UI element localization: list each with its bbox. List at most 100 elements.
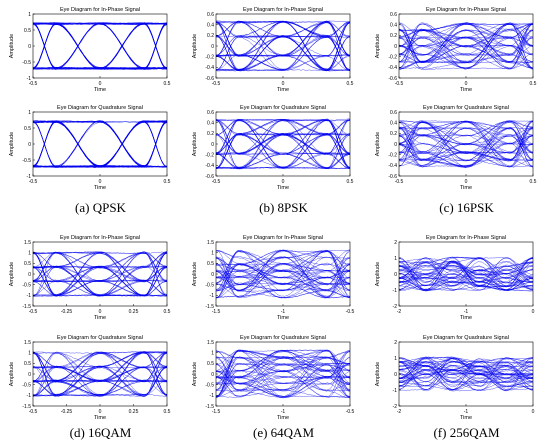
- y-axis-label: Amplitude: [192, 362, 198, 386]
- panel-title: Eye Diagram for In-Phase Signal: [426, 7, 506, 13]
- x-tick-label: -1: [464, 309, 469, 315]
- x-axis-label: Time: [94, 87, 106, 93]
- y-tick-label: 0: [211, 44, 214, 50]
- subfigure-caption: (b) 8PSK: [259, 200, 308, 215]
- y-tick-label: 1: [28, 250, 31, 256]
- panel-title: Eye Diagram for In-Phase Signal: [426, 235, 506, 241]
- x-axis-label: Time: [94, 185, 106, 191]
- x-tick-label: -2: [397, 309, 402, 315]
- eye-traces: [216, 20, 350, 72]
- y-tick-label: 0.5: [207, 361, 214, 367]
- x-tick-label: 0.5: [164, 309, 171, 315]
- y-tick-label: -1: [27, 293, 32, 299]
- y-tick-label: 0.6: [390, 110, 397, 116]
- y-tick-label: -1.5: [22, 304, 31, 310]
- x-tick-label: 0.25: [129, 309, 139, 315]
- y-tick-label: -0.2: [388, 152, 397, 158]
- y-axis-label: Amplitude: [375, 362, 381, 386]
- x-tick-label: -0.5: [395, 179, 404, 185]
- y-tick-label: 0.5: [24, 28, 31, 34]
- y-tick-label: 0: [28, 372, 31, 378]
- panel-title: Eye Diagram for Quadrature Signal: [240, 335, 326, 341]
- subfigure-caption: (e) 64QAM: [252, 425, 314, 440]
- y-tick-label: 0: [28, 272, 31, 278]
- x-tick-label: -0.5: [29, 179, 38, 185]
- y-tick-label: -0.5: [22, 158, 31, 164]
- y-tick-label: -1: [27, 393, 32, 399]
- y-axis-label: Amplitude: [9, 34, 15, 58]
- x-tick-label: 0: [99, 309, 102, 315]
- x-tick-label: 0: [465, 81, 468, 87]
- x-tick-label: -0.5: [212, 179, 221, 185]
- y-tick-label: -2: [393, 404, 398, 410]
- x-tick-label: -0.5: [29, 81, 38, 87]
- y-tick-label: 1: [211, 350, 214, 356]
- x-tick-label: 0.5: [164, 179, 171, 185]
- y-tick-label: -1.5: [205, 304, 214, 310]
- x-axis-label: Time: [460, 415, 472, 421]
- eye-panel-3-0: -0.5 -0.25 0 0.25 0.5 -1.5 -1 -0.5 0 0.5 1 1.5 Eye D…: [9, 235, 171, 321]
- subfigure-caption: (d) 16QAM: [69, 425, 132, 440]
- y-tick-label: 0.4: [207, 120, 214, 126]
- y-tick-label: 0.2: [390, 33, 397, 39]
- x-tick-label: 0: [532, 409, 535, 415]
- eye-panel-2-0: -0.5 0 0.5 -0.6 -0.4 -0.2 0 0.2 0.4 0.6 Eye Diagra…: [375, 7, 537, 93]
- y-tick-label: -0.2: [388, 54, 397, 60]
- y-tick-label: -2: [393, 304, 398, 310]
- y-tick-label: 0: [211, 272, 214, 278]
- y-tick-label: -0.5: [22, 282, 31, 288]
- eye-panel-2-1: -0.5 0 0.5 -0.6 -0.4 -0.2 0 0.2 0.4 0.6 Eye Diagra…: [375, 105, 537, 191]
- panel-title: Eye Diagram for Quadrature Signal: [423, 105, 509, 111]
- y-tick-label: 0: [394, 272, 397, 278]
- y-tick-label: -1: [210, 393, 215, 399]
- x-axis-label: Time: [277, 87, 289, 93]
- x-tick-label: -0.5: [29, 409, 38, 415]
- eye-panel-5-0: -2 -1 0 -2 -1 0 1 2 Eye Diagram for In-Phase Sig…: [375, 235, 535, 321]
- y-tick-label: -0.4: [205, 65, 214, 71]
- y-tick-label: 1: [28, 350, 31, 356]
- x-axis-label: Time: [460, 315, 472, 321]
- eye-traces: [33, 120, 167, 168]
- y-tick-label: -1: [27, 174, 32, 180]
- y-tick-label: 1.5: [207, 240, 214, 246]
- y-tick-label: -0.5: [205, 382, 214, 388]
- eye-panel-1-1: -0.5 0 0.5 -0.6 -0.4 -0.2 0 0.2 0.4 0.6 Eye Diagra…: [192, 105, 354, 191]
- x-axis-label: Time: [277, 315, 289, 321]
- y-tick-label: 0.6: [207, 110, 214, 116]
- y-tick-label: 1.5: [24, 340, 31, 346]
- x-tick-label: -0.5: [212, 81, 221, 87]
- y-tick-label: 2: [394, 340, 397, 346]
- y-tick-label: -0.5: [22, 60, 31, 66]
- y-tick-label: -0.6: [388, 174, 397, 180]
- eye-traces: [399, 356, 533, 392]
- y-tick-label: 0.2: [390, 131, 397, 137]
- y-tick-label: 1.5: [207, 340, 214, 346]
- x-tick-label: -1: [464, 409, 469, 415]
- x-tick-label: -0.5: [395, 81, 404, 87]
- eye-traces: [399, 120, 533, 168]
- eye-panel-1-0: -0.5 0 0.5 -0.6 -0.4 -0.2 0 0.2 0.4 0.6 Eye Diagra…: [192, 7, 354, 93]
- subfigure-caption: (f) 256QAM: [433, 425, 500, 440]
- x-tick-label: 0.5: [530, 179, 537, 185]
- x-axis-label: Time: [460, 185, 472, 191]
- x-tick-label: -0.25: [61, 309, 73, 315]
- y-tick-label: 1: [394, 356, 397, 362]
- y-tick-label: 0.2: [207, 131, 214, 137]
- y-axis-label: Amplitude: [375, 132, 381, 156]
- x-tick-label: 0.5: [164, 409, 171, 415]
- y-tick-label: 0: [394, 142, 397, 148]
- panel-title: Eye Diagram for In-Phase Signal: [243, 235, 323, 241]
- y-tick-label: 0: [28, 142, 31, 148]
- subfigure-caption: (c) 16PSK: [439, 200, 494, 215]
- x-tick-label: -1.5: [212, 409, 221, 415]
- y-tick-label: 0.6: [390, 12, 397, 18]
- y-tick-label: 0.5: [24, 126, 31, 132]
- y-axis-label: Amplitude: [192, 262, 198, 286]
- y-tick-label: 0.4: [390, 22, 397, 28]
- y-axis-label: Amplitude: [9, 362, 15, 386]
- y-tick-label: 0: [394, 44, 397, 50]
- x-tick-label: -1: [281, 309, 286, 315]
- y-tick-label: 0: [28, 44, 31, 50]
- eye-traces: [216, 249, 350, 299]
